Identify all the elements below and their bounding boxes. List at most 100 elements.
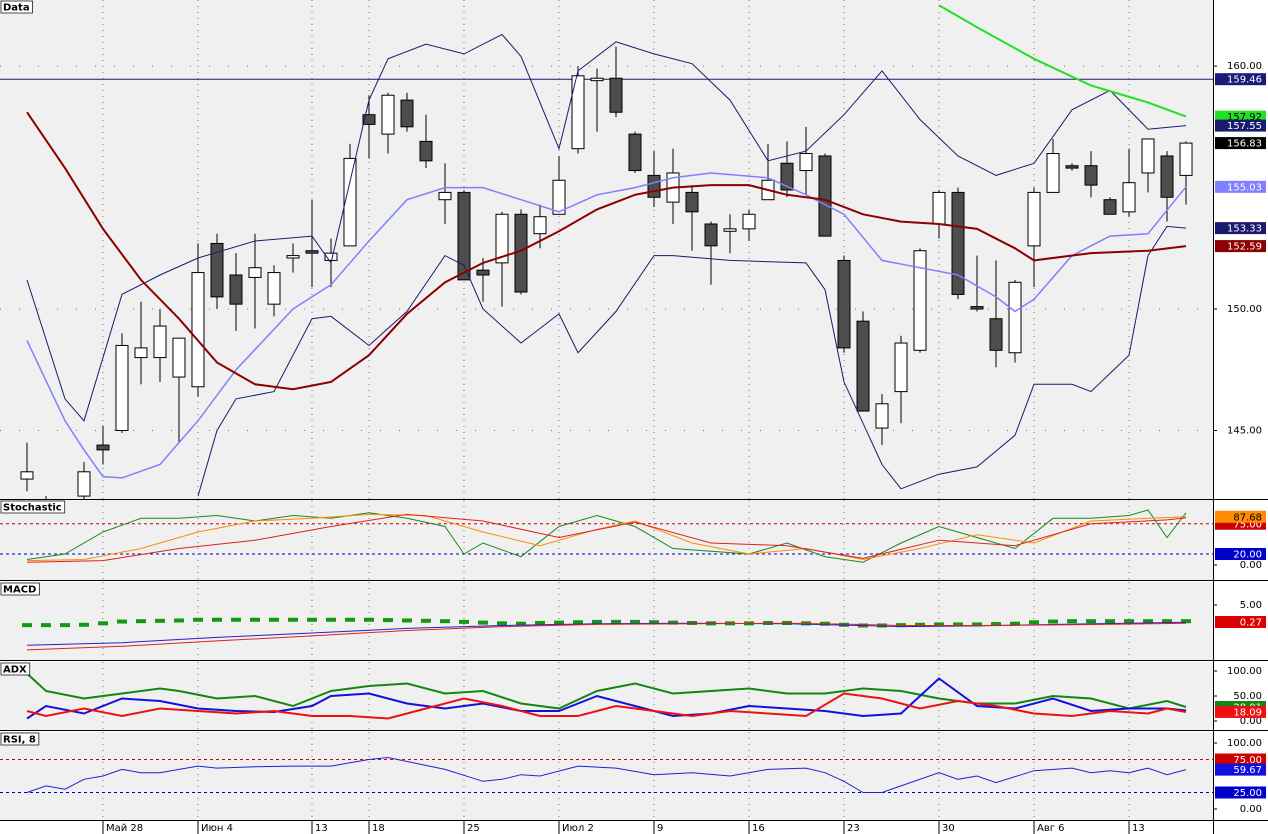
histogram-bar bbox=[572, 620, 583, 625]
candle-body bbox=[989, 318, 1003, 351]
candle-body bbox=[77, 471, 91, 497]
histogram-bar bbox=[135, 619, 146, 624]
candle-body bbox=[267, 272, 281, 305]
histogram-bar bbox=[306, 617, 317, 622]
candle-body bbox=[894, 342, 908, 393]
indicator-line bbox=[26, 513, 1187, 563]
candle-body bbox=[1122, 182, 1136, 213]
x-tick-label: Авг 6 bbox=[1037, 823, 1065, 834]
histogram-bar bbox=[116, 619, 127, 624]
candle-body bbox=[571, 75, 585, 150]
candle-body bbox=[1065, 165, 1079, 169]
y-tick-label: 5.00 bbox=[1240, 600, 1262, 611]
value-box bbox=[1215, 119, 1266, 132]
candle-body bbox=[856, 320, 870, 412]
value-box-label: 87.68 bbox=[1233, 512, 1262, 523]
candle-body bbox=[514, 213, 528, 293]
y-tick-label: 0.00 bbox=[1240, 804, 1262, 815]
histogram-bar bbox=[915, 622, 926, 627]
y-tick-label: 50.00 bbox=[1233, 691, 1262, 702]
panel-title-box bbox=[0, 582, 40, 596]
panel-background bbox=[0, 500, 1213, 580]
candle-body bbox=[723, 228, 737, 232]
panel-background bbox=[0, 0, 1213, 499]
indicator-line bbox=[26, 622, 1187, 651]
histogram-bar bbox=[668, 620, 679, 625]
histogram-bar bbox=[78, 622, 89, 627]
indicator-line bbox=[197, 225, 1187, 497]
value-box bbox=[1215, 240, 1266, 253]
value-box-label: 59.67 bbox=[1233, 765, 1262, 776]
indicator-line bbox=[26, 509, 1187, 563]
candle-body bbox=[324, 252, 338, 261]
panel-title: RSI, 8 bbox=[3, 735, 36, 746]
panel-plot bbox=[0, 0, 1213, 499]
histogram-bar bbox=[363, 617, 374, 622]
candle-body bbox=[932, 191, 946, 225]
candle-body bbox=[210, 242, 224, 298]
value-box-label: 75.00 bbox=[1233, 755, 1262, 766]
panel-title-box bbox=[0, 662, 31, 676]
value-box-label: 153.33 bbox=[1227, 224, 1262, 235]
candle-body bbox=[191, 272, 205, 388]
indicator-line bbox=[938, 4, 1187, 118]
histogram-bar bbox=[611, 619, 622, 624]
histogram-bar bbox=[325, 617, 336, 622]
histogram-bar bbox=[439, 619, 450, 624]
y-tick-label: 160.00 bbox=[1227, 61, 1262, 72]
y-tick-label: 145.00 bbox=[1227, 425, 1262, 436]
candle-body bbox=[419, 140, 433, 162]
histogram-bar bbox=[59, 623, 70, 628]
y-tick-label: 0.00 bbox=[1240, 716, 1262, 727]
candle-body bbox=[172, 337, 186, 378]
candle-body bbox=[552, 179, 566, 215]
histogram-bar bbox=[40, 623, 51, 628]
candle-body bbox=[590, 77, 604, 82]
x-tick-label: 16 bbox=[752, 823, 765, 834]
histogram-bar bbox=[97, 621, 108, 626]
histogram-bar bbox=[534, 620, 545, 625]
histogram-bar bbox=[1143, 619, 1154, 624]
value-box bbox=[1215, 705, 1266, 718]
value-box bbox=[1215, 763, 1266, 776]
histogram-bar bbox=[1181, 619, 1192, 624]
x-tick-label: 30 bbox=[942, 823, 955, 834]
candle-body bbox=[685, 191, 699, 213]
x-tick-label: 23 bbox=[847, 823, 860, 834]
panel-background bbox=[0, 732, 1213, 820]
indicator-line bbox=[26, 756, 1187, 793]
histogram-bar bbox=[1086, 619, 1097, 624]
y-tick-label: 0.00 bbox=[1240, 560, 1262, 571]
candle-body bbox=[1141, 138, 1155, 174]
value-box bbox=[1215, 222, 1266, 235]
candle-body bbox=[533, 216, 547, 235]
value-box-label: 152.59 bbox=[1227, 242, 1262, 253]
candle-body bbox=[96, 444, 110, 451]
histogram-bar bbox=[515, 621, 526, 626]
value-box-label: 156.83 bbox=[1227, 139, 1262, 150]
histogram-bar bbox=[287, 617, 298, 622]
histogram-bar bbox=[1105, 619, 1116, 624]
candle-body bbox=[1103, 199, 1117, 215]
candle-body bbox=[875, 403, 889, 429]
candle-body bbox=[1084, 165, 1098, 186]
histogram-bar bbox=[344, 617, 355, 622]
panel-title: Data bbox=[3, 3, 30, 14]
value-box-label: 157.55 bbox=[1227, 121, 1262, 132]
candle-body bbox=[951, 191, 965, 295]
histogram-bar bbox=[972, 622, 983, 627]
histogram-bar bbox=[991, 622, 1002, 627]
x-tick-label: Июл 2 bbox=[562, 823, 594, 834]
histogram-bar bbox=[953, 622, 964, 627]
value-box-label: 25.00 bbox=[1233, 788, 1262, 799]
histogram-bar bbox=[553, 620, 564, 625]
value-box bbox=[1215, 510, 1266, 523]
value-box bbox=[1215, 547, 1266, 560]
histogram-bar bbox=[1048, 619, 1059, 624]
histogram-bar bbox=[1162, 619, 1173, 624]
panel-title-box bbox=[0, 732, 40, 746]
x-tick-label: 9 bbox=[657, 823, 663, 834]
indicator-line bbox=[26, 513, 1187, 562]
panel-title: MACD bbox=[3, 585, 36, 596]
